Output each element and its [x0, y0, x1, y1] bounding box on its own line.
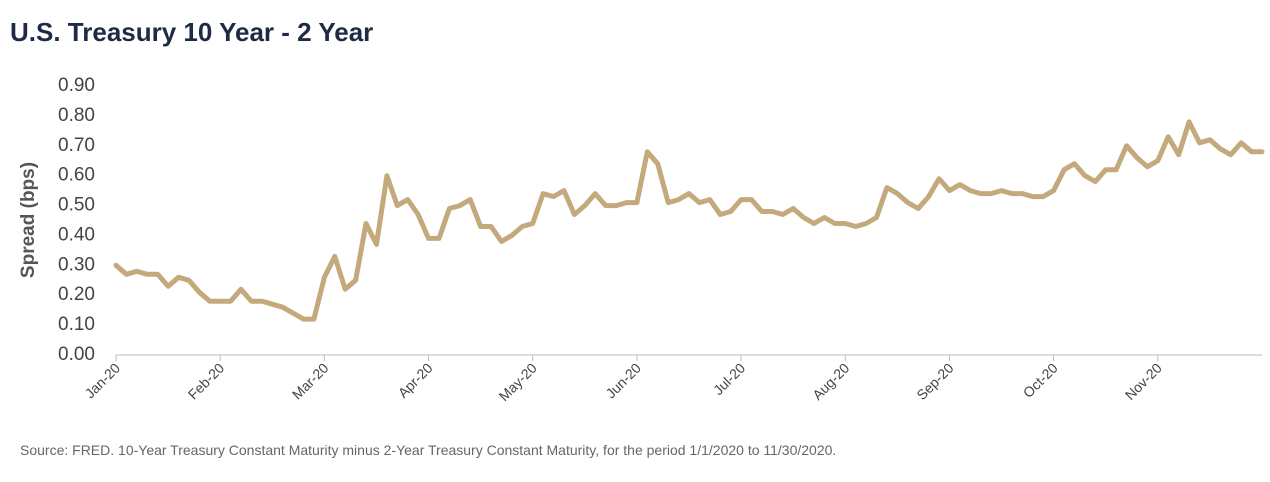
- y-tick-label: 0.30: [58, 254, 95, 275]
- x-tick-label: Jul-20: [710, 360, 748, 398]
- x-tick-label: Aug-20: [809, 360, 852, 403]
- y-tick-label: 0.40: [58, 224, 95, 245]
- y-axis-label: Spread (bps): [18, 162, 39, 278]
- y-tick-label: 0.90: [58, 75, 95, 96]
- y-tick-label: 0.00: [58, 344, 95, 365]
- x-tick-label: Apr-20: [395, 360, 436, 401]
- x-tick-label: Jun-20: [602, 360, 644, 402]
- y-tick-label: 0.70: [58, 135, 95, 156]
- y-tick-label: 0.50: [58, 195, 95, 216]
- x-tick-label: Sep-20: [913, 360, 956, 403]
- y-tick-label: 0.60: [58, 165, 95, 186]
- x-tick-label: Jan-20: [82, 360, 124, 402]
- y-tick-label: 0.20: [58, 284, 95, 305]
- y-tick-label: 0.10: [58, 314, 95, 335]
- x-tick-label: Mar-20: [289, 360, 332, 403]
- x-tick-label: Oct-20: [1020, 360, 1061, 401]
- chart-title: U.S. Treasury 10 Year - 2 Year: [10, 17, 373, 47]
- x-tick-label: Feb-20: [185, 360, 228, 403]
- x-tick-label: Nov-20: [1122, 360, 1165, 403]
- y-tick-label: 0.80: [58, 105, 95, 126]
- source-note: Source: FRED. 10-Year Treasury Constant …: [20, 442, 836, 458]
- x-tick-label: May-20: [496, 360, 540, 404]
- spread-line: [113, 119, 1265, 322]
